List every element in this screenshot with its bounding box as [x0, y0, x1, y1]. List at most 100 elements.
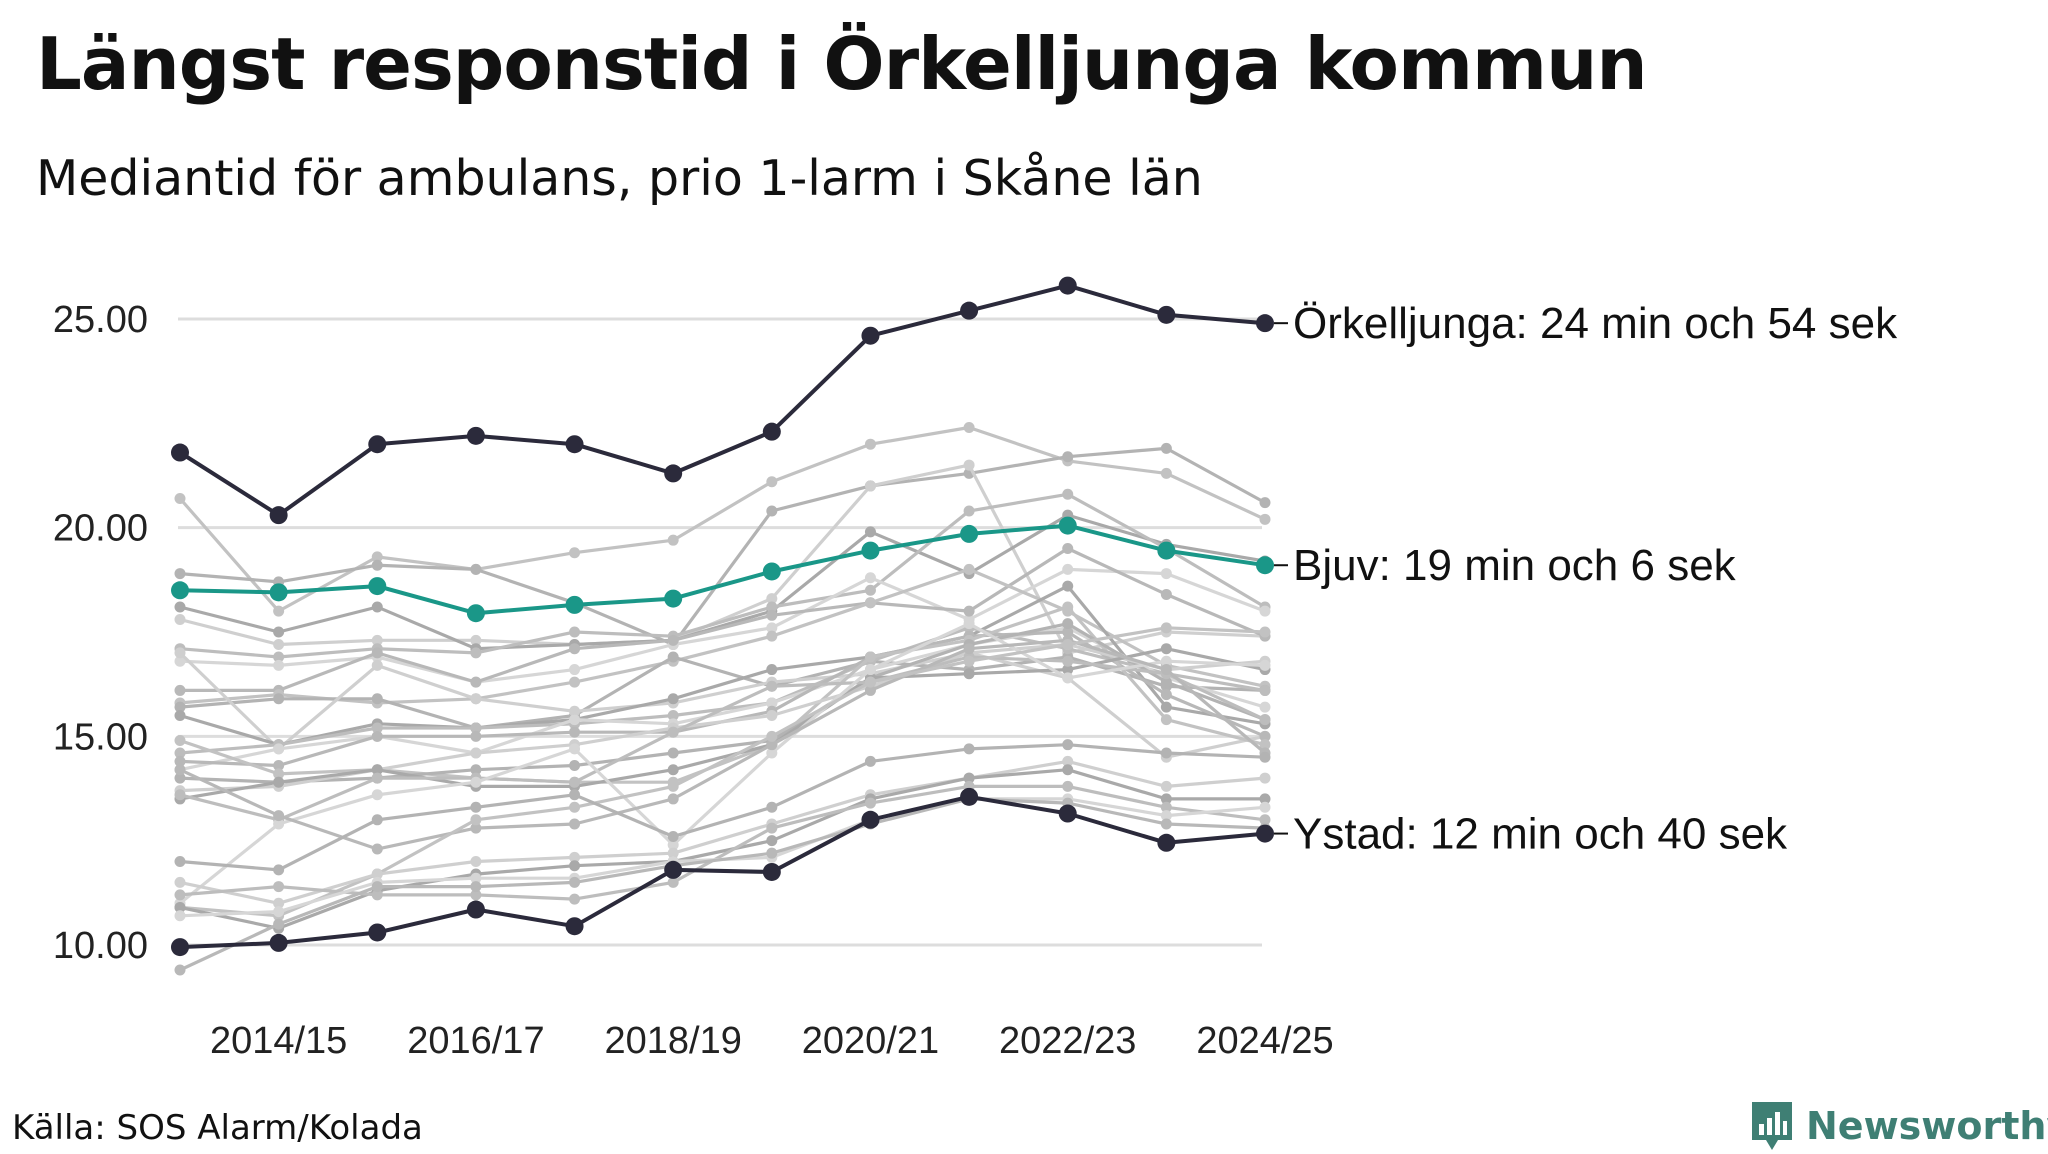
background-series-point [273, 906, 285, 918]
x-tick-label: 2020/21 [802, 1020, 939, 1062]
line-chart: 10.00 15.00 20.00 25.00 2014/15 2016/17 2018/… [53, 276, 1898, 1062]
background-series-point [470, 722, 482, 734]
chart-subtitle: Mediantid för ambulans, prio 1-larm i Sk… [36, 150, 1203, 207]
background-series-point [1062, 780, 1074, 792]
series-ystad-point [861, 810, 880, 829]
background-series-point [1160, 467, 1172, 479]
background-series-point [963, 618, 975, 630]
background-series-point [766, 801, 778, 813]
background-series-point [569, 743, 581, 755]
background-series-point [667, 651, 679, 663]
background-series-point [766, 664, 778, 676]
background-series-point [371, 764, 383, 776]
background-series-point [371, 814, 383, 826]
background-series-point [1259, 659, 1271, 671]
series-label-bjuv: Bjuv: 19 min och 6 sek [1293, 541, 1737, 590]
x-axis: 2014/15 2016/17 2018/19 2020/21 2022/23 2024/… [210, 1020, 1334, 1062]
background-series-point [470, 856, 482, 868]
background-series-point [1259, 513, 1271, 525]
background-series-point [864, 797, 876, 809]
background-series-point [273, 743, 285, 755]
background-series-point [1062, 664, 1074, 676]
background-series-point [1259, 801, 1271, 813]
background-series-point [1160, 714, 1172, 726]
background-series-point [963, 459, 975, 471]
background-series-point [470, 676, 482, 688]
background-series-point [864, 755, 876, 767]
background-series-point [1062, 488, 1074, 500]
background-series-point [1160, 655, 1172, 667]
background-series-point [766, 476, 778, 488]
series-label-ystad: Ystad: 12 min och 40 sek [1293, 810, 1788, 859]
background-series-point [470, 881, 482, 893]
background-series-point [174, 772, 186, 784]
background-series-point [1160, 689, 1172, 701]
background-series-line [178, 626, 1267, 772]
background-series-point [174, 789, 186, 801]
background-series-point [667, 634, 679, 646]
background-series-point [569, 876, 581, 888]
background-series-point [569, 818, 581, 830]
background-series-line [178, 513, 1267, 651]
background-series-line [178, 638, 1267, 851]
series-ystad-point [1256, 824, 1274, 843]
background-series-point [569, 726, 581, 738]
background-series-point [273, 693, 285, 705]
background-series-line [178, 492, 1267, 659]
background-series-point [864, 572, 876, 584]
background-series-point [766, 822, 778, 834]
series-bjuv-point [171, 581, 189, 600]
background-series-point [766, 835, 778, 847]
background-series-point [864, 480, 876, 492]
background-series-point [371, 559, 383, 571]
background-series-point [1062, 618, 1074, 630]
background-series-point [273, 659, 285, 671]
series-bjuv-point [1256, 556, 1274, 575]
background-series-point [371, 634, 383, 646]
background-series-point [1160, 676, 1172, 688]
series--rkelljunga-point [762, 422, 781, 441]
background-series-point [667, 876, 679, 888]
background-series-point [273, 897, 285, 909]
series--rkelljunga-point [1256, 314, 1274, 333]
background-series-point [273, 605, 285, 617]
background-series-point [1062, 580, 1074, 592]
background-series-line [178, 651, 1267, 759]
background-series-point [1062, 672, 1074, 684]
background-series-point [1259, 739, 1271, 751]
background-series-point [667, 747, 679, 759]
series-bjuv-point [762, 562, 781, 581]
background-series-line [178, 626, 1267, 918]
background-series-point [1160, 810, 1172, 822]
background-series-point [470, 747, 482, 759]
series-bjuv-point [565, 595, 584, 614]
background-series-point [1259, 814, 1271, 826]
background-series-point [470, 776, 482, 788]
y-tick-label: 15.00 [53, 716, 148, 758]
background-series-point [174, 735, 186, 747]
series-bjuv-point [960, 524, 979, 543]
background-series-point [569, 705, 581, 717]
background-series-point [174, 568, 186, 580]
y-tick-label: 10.00 [53, 925, 148, 967]
background-series-point [1160, 747, 1172, 759]
background-series-line [178, 584, 1267, 747]
series--rkelljunga-point [269, 506, 288, 525]
background-series-point [667, 709, 679, 721]
background-series-point [371, 601, 383, 613]
series-bjuv-point [269, 583, 288, 602]
y-axis: 10.00 15.00 20.00 25.00 [53, 299, 148, 967]
background-series-point [273, 776, 285, 788]
background-series-point [371, 868, 383, 880]
background-series-point [963, 643, 975, 655]
background-series-point [864, 584, 876, 596]
series--rkelljunga-point [960, 301, 979, 320]
background-series-line [178, 655, 1267, 822]
background-series-point [273, 626, 285, 638]
background-series-point [174, 601, 186, 613]
background-series-point [569, 801, 581, 813]
series--rkelljunga-point [466, 426, 485, 445]
series-ystad-point [1058, 804, 1077, 823]
y-tick-label: 25.00 [53, 299, 148, 341]
background-series-point [864, 597, 876, 609]
